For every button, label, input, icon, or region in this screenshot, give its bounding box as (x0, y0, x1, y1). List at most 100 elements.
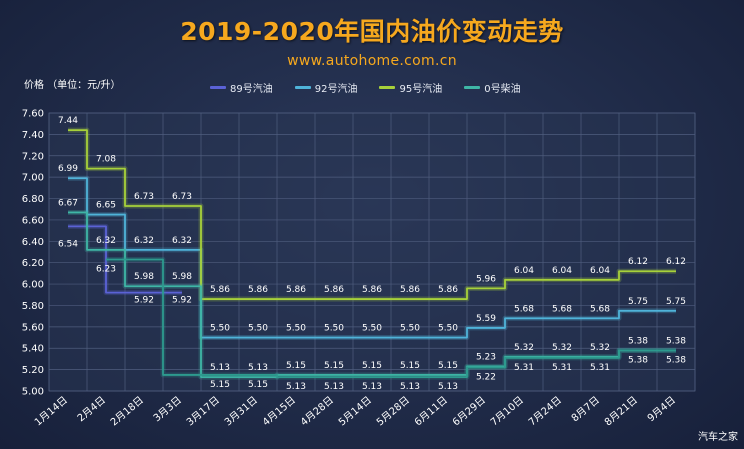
x-tick-label: 7月24日 (526, 394, 564, 428)
data-label: 5.86 (210, 285, 230, 295)
data-label: 5.96 (476, 274, 496, 284)
data-label: 6.04 (552, 266, 572, 276)
data-label: 5.31 (514, 363, 534, 373)
legend-label-95: 95号汽油 (399, 84, 443, 95)
x-tick-label: 8月21日 (602, 394, 640, 428)
x-tick-label: 6月11日 (412, 394, 450, 428)
series-line-4 (106, 258, 676, 378)
data-label: 5.15 (324, 361, 344, 371)
data-label: 5.32 (552, 343, 572, 353)
legend-item-92: 92号汽油 (294, 80, 358, 95)
data-label: 7.44 (58, 116, 78, 126)
legend-item-89: 89号汽油 (210, 80, 273, 95)
x-tick-label: 1月14日 (32, 394, 70, 428)
data-label: 6.04 (590, 266, 610, 276)
data-label: 5.98 (134, 272, 154, 282)
data-label: 6.12 (666, 257, 686, 267)
data-label: 5.13 (400, 382, 420, 392)
y-tick-label: 5.00 (22, 387, 44, 398)
data-label: 5.50 (362, 324, 382, 334)
y-tick-label: 6.20 (22, 258, 44, 269)
data-label: 5.13 (248, 363, 268, 373)
data-label: 5.13 (210, 363, 230, 373)
data-label: 5.31 (552, 363, 572, 373)
y-tick-label: 5.80 (22, 301, 44, 312)
series-line-1 (68, 177, 676, 339)
data-label: 5.38 (628, 355, 648, 365)
data-label: 5.38 (628, 336, 648, 346)
data-label: 6.65 (96, 201, 116, 211)
x-tick-label: 7月10日 (488, 394, 526, 428)
data-label: 6.99 (58, 164, 78, 174)
x-tick-label: 8月7日 (569, 394, 602, 424)
data-label: 5.86 (286, 285, 306, 295)
data-label: 5.86 (248, 285, 268, 295)
data-label: 5.15 (362, 361, 382, 371)
y-tick-label: 7.00 (22, 173, 44, 184)
chart-title: 2019-2020年国内油价变动走势 (180, 17, 564, 46)
data-label: 5.15 (248, 380, 268, 390)
y-tick-label: 6.00 (22, 280, 44, 291)
series-line-3 (68, 211, 676, 378)
x-tick-label: 3月17日 (184, 394, 222, 428)
x-tick-label: 2月18日 (108, 394, 146, 428)
data-label: 5.15 (400, 361, 420, 371)
data-label: 6.04 (514, 266, 534, 276)
x-tick-label: 3月31日 (222, 394, 260, 428)
data-label: 5.50 (210, 324, 230, 334)
series-line-0 (68, 225, 182, 294)
data-label: 5.50 (400, 324, 420, 334)
y-tick-label: 5.40 (22, 344, 44, 355)
legend-label-92: 92号汽油 (314, 84, 358, 95)
x-tick-label: 9月4日 (645, 394, 678, 424)
legend-label-diesel: 0号柴油 (484, 84, 521, 95)
y-tick-label: 6.60 (22, 215, 44, 226)
data-label: 5.50 (324, 324, 344, 334)
x-tick-label: 5月28日 (374, 394, 412, 428)
data-label: 5.86 (438, 285, 458, 295)
x-tick-label: 4月28日 (298, 394, 336, 428)
x-tick-label: 6月29日 (450, 394, 488, 428)
x-tick-label: 3月3日 (151, 394, 184, 424)
data-label: 6.23 (96, 264, 116, 274)
data-label: 6.73 (134, 192, 154, 202)
legend-label-89: 89号汽油 (230, 84, 273, 95)
legend-swatch-89 (210, 86, 226, 89)
data-label: 5.32 (590, 343, 610, 353)
data-label: 5.68 (514, 304, 534, 314)
data-label: 6.32 (96, 236, 116, 246)
data-label: 5.98 (172, 272, 192, 282)
data-label: 5.31 (590, 363, 610, 373)
data-label: 5.50 (438, 324, 458, 334)
data-label: 5.13 (286, 382, 306, 392)
data-label: 5.38 (666, 336, 686, 346)
data-label: 5.68 (590, 304, 610, 314)
legend-swatch-95 (379, 86, 396, 89)
data-label: 5.13 (438, 382, 458, 392)
data-label: 5.86 (362, 285, 382, 295)
y-tick-label: 7.20 (22, 151, 44, 162)
data-label: 7.08 (96, 155, 116, 165)
data-label: 5.38 (666, 355, 686, 365)
data-label: 5.15 (286, 361, 306, 371)
x-tick-label: 4月15日 (260, 394, 298, 428)
data-label: 5.75 (628, 297, 648, 307)
data-label: 6.32 (134, 236, 154, 246)
data-label: 6.73 (172, 192, 192, 202)
y-tick-label: 5.20 (22, 365, 44, 376)
data-label: 5.75 (666, 297, 686, 307)
data-label: 5.86 (400, 285, 420, 295)
data-label: 5.13 (362, 382, 382, 392)
data-label: 5.23 (476, 352, 496, 362)
data-label: 5.59 (476, 314, 496, 324)
legend-swatch-92 (294, 86, 311, 89)
series-line-2 (68, 129, 676, 300)
y-tick-label: 6.40 (22, 237, 44, 248)
data-label: 5.15 (438, 361, 458, 371)
data-label: 5.92 (172, 296, 192, 306)
data-label: 5.13 (324, 382, 344, 392)
data-label: 5.15 (210, 380, 230, 390)
y-axis-label: 价格 （单位：元/升） (24, 80, 121, 91)
chart-legend: 89号汽油 92号汽油 95号汽油 0号柴油 (210, 80, 521, 95)
